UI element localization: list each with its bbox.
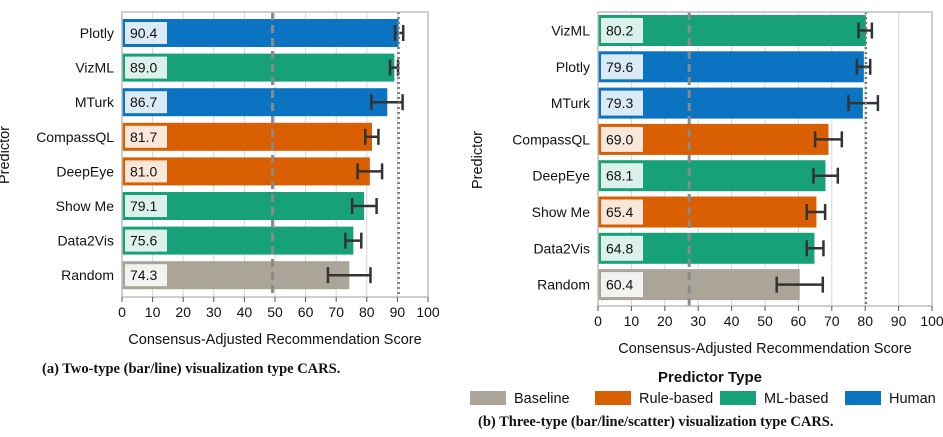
value-label-box [125,160,167,183]
tick-label: 20 [657,313,673,329]
x-axis-label: Consensus-Adjusted Recommendation Score [618,341,911,357]
category-label: DeepEye [56,163,114,179]
tick-label: 100 [416,304,440,320]
tick-label: 60 [791,313,807,329]
value-label: 74.3 [130,267,157,283]
category-label: Plotly [556,59,590,75]
legend-swatch [720,391,756,405]
value-label: 89.0 [130,60,157,76]
tick-label: 10 [624,313,640,329]
value-label: 79.6 [606,59,633,75]
category-label: MTurk [551,95,591,111]
value-label: 79.3 [606,95,633,111]
value-label: 75.6 [130,233,157,249]
value-label: 81.7 [130,129,157,145]
category-label: Show Me [532,204,591,220]
category-label: Plotly [80,25,114,41]
tick-label: 90 [891,313,907,329]
tick-label: 80 [857,313,873,329]
legend-label: Baseline [514,391,570,407]
category-label: DeepEye [532,168,590,184]
tick-label: 60 [298,304,314,320]
tick-label: 90 [390,304,406,320]
value-label: 80.2 [606,23,633,39]
tick-label: 70 [824,313,840,329]
value-label-box [601,18,643,43]
category-label: Data2Vis [533,240,590,256]
y-axis-label: Predictor [470,131,486,189]
value-label: 64.8 [606,240,633,256]
value-label-box [601,126,643,152]
value-label-box [125,195,167,217]
value-label: 79.1 [130,198,157,214]
tick-label: 100 [920,313,943,329]
value-label: 69.0 [606,131,633,147]
tick-label: 50 [267,304,283,320]
tick-label: 40 [237,304,253,320]
chart-panel-a: 90.4 Plotly 89.0 VizML 86.7 MTurk 81.7 CompassQ… [0,11,440,348]
bar [122,19,399,47]
legend-label: Human [889,391,936,407]
x-axis-label: Consensus-Adjusted Recommendation Score [128,332,421,348]
bar [122,53,395,82]
value-label: 60.4 [606,277,633,293]
category-label: Random [537,277,590,293]
value-label-box [125,125,167,148]
category-label: VizML [551,23,590,39]
caption-b: (b) Three-type (bar/line/scatter) visual… [478,414,834,430]
tick-label: 50 [757,313,773,329]
category-label: VizML [75,60,114,76]
value-label-box [125,264,167,287]
tick-label: 30 [690,313,706,329]
legend-title: Predictor Type [658,369,762,386]
legend-swatch [845,391,881,405]
tick-label: 20 [175,304,191,320]
value-label: 65.4 [606,204,633,220]
tick-label: 40 [724,313,740,329]
category-label: CompassQL [512,131,590,147]
value-label-box [601,235,643,261]
tick-label: 10 [145,304,161,320]
value-label-box [125,91,167,114]
legend-label: ML-based [764,391,828,407]
value-label-box [125,229,167,252]
chart-panel-b: 80.2 VizML 79.6 Plotly 79.3 MTurk 69.0 CompassQ… [470,11,943,357]
value-label-box [125,56,167,79]
tick-label: 0 [594,313,602,329]
category-label: CompassQL [36,129,114,145]
tick-label: 80 [359,304,375,320]
tick-label: 0 [118,304,126,320]
value-label-box [125,22,167,44]
legend: Predictor Type Baseline Rule-based ML-based… [470,369,936,407]
value-label-box [601,272,643,298]
legend-swatch [470,391,506,405]
legend-label: Rule-based [639,391,713,407]
value-label: 90.4 [130,25,157,41]
value-label-box [601,199,643,225]
tick-label: 70 [328,304,344,320]
legend-swatch [595,391,631,405]
value-label-box [601,54,643,80]
value-label-box [601,90,643,116]
value-label: 68.1 [606,168,633,184]
category-label: Show Me [56,198,115,214]
category-label: MTurk [75,94,115,110]
category-label: Data2Vis [57,233,114,249]
tick-label: 30 [206,304,222,320]
caption-a: (a) Two-type (bar/line) visualization ty… [42,361,341,377]
y-axis-label: Predictor [0,126,13,184]
value-label: 86.7 [130,94,157,110]
category-label: Random [61,267,114,283]
value-label-box [601,163,643,189]
value-label: 81.0 [130,163,157,179]
